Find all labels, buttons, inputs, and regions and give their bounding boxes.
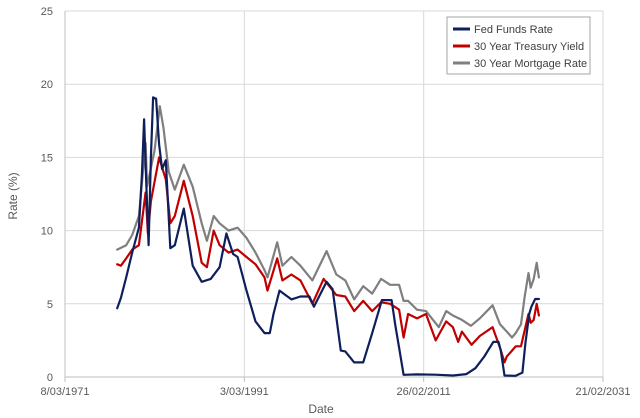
series-line-30-year-treasury-yield [116, 156, 541, 364]
y-tick-label: 15 [41, 152, 53, 164]
y-tick-label: 5 [47, 299, 53, 311]
y-tick-label: 20 [41, 79, 53, 91]
y-tick-label: 10 [41, 226, 53, 238]
tick-labels: 0 5 10 15 20 25 8/03/1971 3/03/1991 26/02/2011 21… [41, 6, 631, 398]
series-line-fed-funds-rate [116, 96, 541, 377]
grid [65, 10, 604, 377]
series-lines [116, 96, 541, 377]
legend-label-30-year-treasury-yield: 30 Year Treasury Yield [474, 41, 584, 53]
legend-label-30-year-mortgage-rate: 30 Year Mortgage Rate [474, 58, 587, 70]
y-tick-label: 25 [41, 6, 53, 18]
series-line-30-year-mortgage-rate [116, 105, 541, 339]
x-tick-label: 3/03/1991 [220, 386, 269, 398]
legend-box [446, 16, 591, 75]
x-tick-label: 8/03/1971 [41, 386, 90, 398]
legend-label-fed-funds-rate: Fed Funds Rate [474, 24, 553, 36]
x-tick-label: 21/02/2031 [575, 386, 630, 398]
y-tick-label: 0 [47, 372, 53, 384]
x-axis-title: Date [308, 402, 334, 416]
legend: Fed Funds Rate 30 Year Treasury Yield 30 Y… [446, 16, 591, 75]
x-tick-label: 26/02/2011 [397, 386, 451, 398]
y-axis-title: Rate (%) [6, 172, 20, 219]
axes [64, 11, 604, 382]
